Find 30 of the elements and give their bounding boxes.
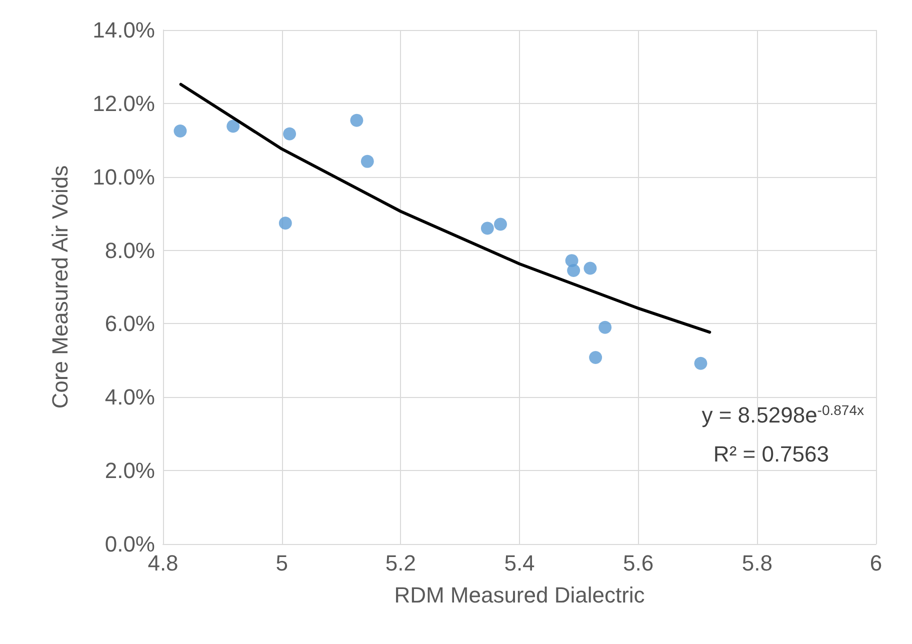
point — [480, 222, 494, 235]
point — [283, 127, 296, 140]
line-series — [179, 82, 712, 334]
y-tick-label: 12.0% — [92, 90, 155, 116]
point — [278, 216, 292, 230]
point — [174, 124, 187, 138]
x-tick-label: 5.4 — [504, 550, 535, 576]
point — [567, 264, 580, 277]
annotation: R² = 0.7563 — [713, 442, 830, 466]
y-tick-label: 10.0% — [92, 164, 155, 190]
x-tick-label: 5.2 — [385, 550, 416, 576]
point — [350, 114, 364, 127]
point — [598, 320, 612, 334]
y-tick-label: 14.0% — [92, 18, 155, 42]
point — [226, 120, 240, 133]
point — [584, 262, 597, 275]
x-tick-label: 5.6 — [623, 550, 654, 576]
y-tick-label: 2.0% — [104, 458, 155, 484]
x-tick-label: 5 — [276, 550, 288, 576]
y-tick-label: 8.0% — [104, 238, 155, 263]
point — [494, 218, 507, 231]
y-tick-label: 4.0% — [104, 384, 155, 410]
x-axis-title: RDM Measured Dialectric — [394, 582, 645, 608]
y-axis-title: Core Measured Air Voids — [48, 165, 72, 409]
point — [589, 350, 602, 364]
x-tick-label: 6 — [870, 550, 882, 576]
point — [360, 154, 374, 168]
point — [694, 356, 708, 370]
y-tick-label: 6.0% — [104, 311, 155, 336]
x-tick-label: 5.8 — [742, 550, 772, 576]
